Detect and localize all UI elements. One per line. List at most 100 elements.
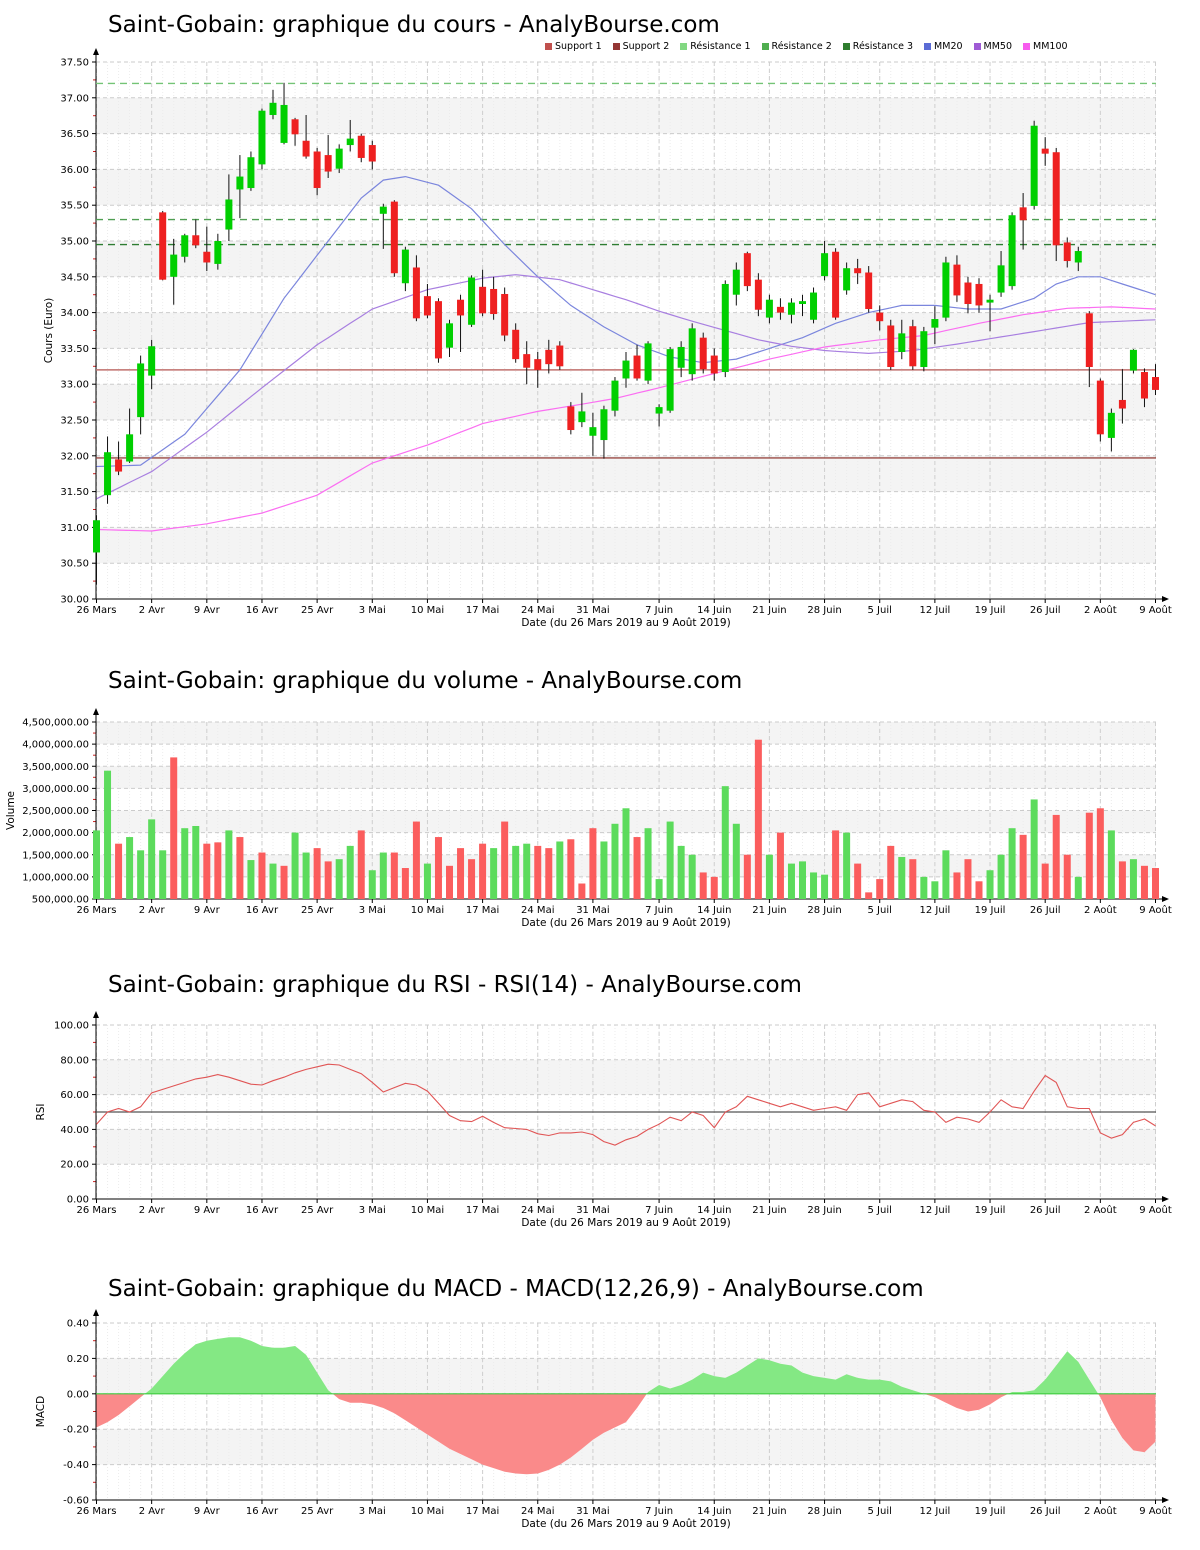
svg-text:24 Mai: 24 Mai bbox=[521, 1205, 554, 1216]
svg-text:17 Mai: 17 Mai bbox=[466, 1205, 499, 1216]
svg-text:25 Avr: 25 Avr bbox=[301, 1205, 334, 1216]
svg-text:17 Mai: 17 Mai bbox=[466, 605, 499, 616]
cours-chart-legend: Support 1 Support 2 Résistance 1 Résistance… bbox=[545, 41, 1068, 52]
macd-chart-title: Saint-Gobain: graphique du MACD - MACD(1… bbox=[108, 1276, 924, 1302]
svg-text:31.50: 31.50 bbox=[60, 487, 89, 498]
macd-area bbox=[923, 1393, 1009, 1412]
svg-text:32.00: 32.00 bbox=[60, 451, 89, 462]
svg-text:9 Août: 9 Août bbox=[1139, 604, 1172, 616]
svg-text:19 Juil: 19 Juil bbox=[975, 905, 1006, 916]
svg-text:0.00: 0.00 bbox=[67, 1195, 89, 1206]
rsi-x-axis-label: Date (du 26 Mars 2019 au 9 Août 2019) bbox=[521, 1217, 730, 1229]
svg-text:35.50: 35.50 bbox=[60, 201, 89, 212]
svg-text:28 Juin: 28 Juin bbox=[807, 605, 841, 616]
svg-text:26 Juil: 26 Juil bbox=[1030, 1205, 1061, 1216]
macd-area bbox=[96, 1393, 145, 1428]
svg-text:12 Juil: 12 Juil bbox=[920, 905, 951, 916]
svg-text:24 Mai: 24 Mai bbox=[521, 905, 554, 916]
svg-text:37.50: 37.50 bbox=[60, 58, 89, 69]
svg-text:9 Avr: 9 Avr bbox=[194, 1205, 221, 1216]
legend-swatch-icon bbox=[842, 43, 850, 50]
legend-item-mm100: MM100 bbox=[1023, 41, 1068, 52]
svg-text:0.20: 0.20 bbox=[67, 1354, 89, 1365]
svg-text:7 Juin: 7 Juin bbox=[645, 1205, 673, 1216]
volume-bars-layer bbox=[93, 739, 1159, 899]
svg-text:24 Mai: 24 Mai bbox=[521, 1506, 554, 1517]
legend-swatch-icon bbox=[761, 43, 769, 50]
svg-text:2 Août: 2 Août bbox=[1084, 1505, 1117, 1517]
svg-text:12 Juil: 12 Juil bbox=[920, 1506, 951, 1517]
svg-text:26 Juil: 26 Juil bbox=[1030, 1506, 1061, 1517]
svg-text:14 Juin: 14 Juin bbox=[697, 605, 731, 616]
legend-item-r-sistance-2: Résistance 2 bbox=[761, 41, 832, 52]
svg-text:2 Août: 2 Août bbox=[1084, 904, 1117, 916]
svg-text:9 Août: 9 Août bbox=[1139, 1505, 1172, 1517]
svg-text:14 Juin: 14 Juin bbox=[697, 1205, 731, 1216]
svg-text:500,000.00: 500,000.00 bbox=[32, 895, 89, 906]
legend-item-r-sistance-3: Résistance 3 bbox=[842, 41, 913, 52]
svg-text:2 Avr: 2 Avr bbox=[139, 905, 166, 916]
svg-text:14 Juin: 14 Juin bbox=[697, 1506, 731, 1517]
svg-text:28 Juin: 28 Juin bbox=[807, 905, 841, 916]
svg-text:14 Juin: 14 Juin bbox=[697, 905, 731, 916]
macd-area bbox=[1008, 1351, 1099, 1394]
svg-text:24 Mai: 24 Mai bbox=[521, 605, 554, 616]
svg-text:21 Juin: 21 Juin bbox=[752, 605, 786, 616]
svg-text:16 Avr: 16 Avr bbox=[246, 1205, 279, 1216]
svg-text:9 Août: 9 Août bbox=[1139, 904, 1172, 916]
macd-plot: -0.60 -0.40 -0.20 0.00 0.20 0.40 26 Mars 2 Avr 9… bbox=[35, 1309, 1172, 1530]
svg-text:19 Juil: 19 Juil bbox=[975, 605, 1006, 616]
legend-swatch-icon bbox=[612, 43, 620, 50]
svg-text:80.00: 80.00 bbox=[60, 1055, 89, 1066]
svg-text:2 Avr: 2 Avr bbox=[139, 605, 166, 616]
svg-text:19 Juil: 19 Juil bbox=[975, 1506, 1006, 1517]
svg-text:5 Juil: 5 Juil bbox=[868, 1205, 892, 1216]
svg-text:9 Août: 9 Août bbox=[1139, 1204, 1172, 1216]
svg-text:21 Juin: 21 Juin bbox=[752, 905, 786, 916]
svg-text:31 Mai: 31 Mai bbox=[576, 905, 609, 916]
svg-text:4,000,000.00: 4,000,000.00 bbox=[22, 740, 89, 751]
legend-swatch-icon bbox=[1023, 43, 1031, 50]
svg-text:3 Mai: 3 Mai bbox=[359, 1205, 386, 1216]
svg-text:9 Avr: 9 Avr bbox=[194, 905, 221, 916]
macd-area bbox=[646, 1358, 924, 1394]
rsi-y-axis-label: RSI bbox=[35, 1103, 47, 1120]
svg-text:16 Avr: 16 Avr bbox=[246, 905, 279, 916]
rsi-plot: 0.00 20.00 40.00 60.00 80.00 100.00 26 Mars 2 A… bbox=[35, 1011, 1172, 1229]
legend-item-mm20: MM20 bbox=[924, 41, 963, 52]
svg-text:10 Mai: 10 Mai bbox=[411, 605, 444, 616]
svg-text:12 Juil: 12 Juil bbox=[920, 605, 951, 616]
svg-text:2,000,000.00: 2,000,000.00 bbox=[22, 828, 89, 839]
svg-text:9 Avr: 9 Avr bbox=[194, 1506, 221, 1517]
legend-swatch-icon bbox=[973, 43, 981, 50]
svg-text:1,000,000.00: 1,000,000.00 bbox=[22, 872, 89, 883]
svg-text:10 Mai: 10 Mai bbox=[411, 1205, 444, 1216]
macd-area bbox=[332, 1393, 647, 1475]
svg-text:36.00: 36.00 bbox=[60, 165, 89, 176]
legend-swatch-icon bbox=[680, 43, 688, 50]
macd-y-axis-label: MACD bbox=[35, 1396, 47, 1427]
volume-plot: 500,000.00 1,000,000.00 1,500,000.00 2,000,… bbox=[5, 708, 1172, 929]
svg-text:21 Juin: 21 Juin bbox=[752, 1506, 786, 1517]
svg-text:26 Juil: 26 Juil bbox=[1030, 905, 1061, 916]
svg-text:10 Mai: 10 Mai bbox=[411, 905, 444, 916]
legend-item-r-sistance-1: Résistance 1 bbox=[680, 41, 751, 52]
macd-x-axis-label: Date (du 26 Mars 2019 au 9 Août 2019) bbox=[521, 1518, 730, 1530]
svg-text:0.00: 0.00 bbox=[67, 1389, 89, 1400]
svg-text:17 Mai: 17 Mai bbox=[466, 1506, 499, 1517]
svg-text:35.00: 35.00 bbox=[60, 237, 89, 248]
svg-text:7 Juin: 7 Juin bbox=[645, 905, 673, 916]
legend-item-support-1: Support 1 bbox=[545, 41, 602, 52]
legend-swatch-icon bbox=[545, 43, 552, 50]
svg-text:30.50: 30.50 bbox=[60, 559, 89, 570]
svg-text:26 Juil: 26 Juil bbox=[1030, 605, 1061, 616]
rsi-chart-title: Saint-Gobain: graphique du RSI - RSI(14)… bbox=[108, 972, 802, 998]
macd-area bbox=[1098, 1393, 1156, 1453]
svg-text:34.00: 34.00 bbox=[60, 308, 89, 319]
cours-plot: 30.00 30.50 31.00 31.50 32.00 32.50 33.00 33.50… bbox=[43, 48, 1172, 629]
svg-text:19 Juil: 19 Juil bbox=[975, 1205, 1006, 1216]
svg-text:3 Mai: 3 Mai bbox=[359, 1506, 386, 1517]
svg-text:36.50: 36.50 bbox=[60, 129, 89, 140]
svg-text:26 Mars: 26 Mars bbox=[77, 905, 117, 916]
svg-text:33.00: 33.00 bbox=[60, 380, 89, 391]
